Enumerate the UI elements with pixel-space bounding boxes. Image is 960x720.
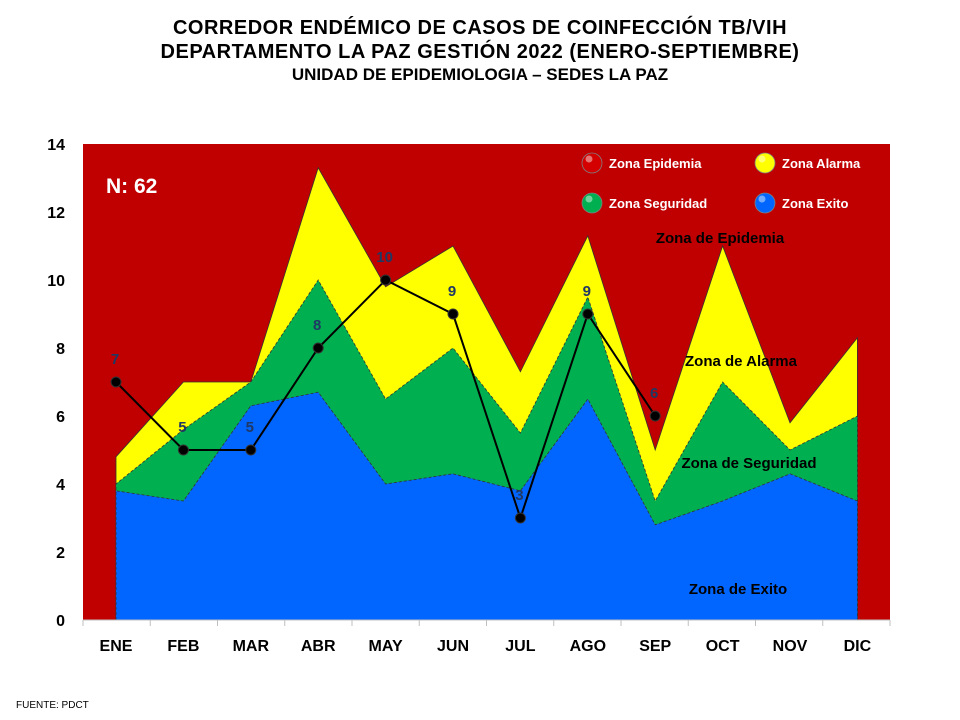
cases-data-point <box>582 308 594 320</box>
x-tick-label: ABR <box>301 638 336 655</box>
legend-marker-highlight <box>585 155 593 163</box>
cases-data-label: 8 <box>313 317 321 334</box>
y-tick-label: 14 <box>47 137 65 154</box>
cases-data-label: 5 <box>246 419 254 436</box>
legend-marker <box>754 152 776 174</box>
zone-label-epidemia: Zona de Epidemia <box>656 230 785 247</box>
legend-marker-highlight <box>758 195 766 203</box>
cases-data-label: 3 <box>515 487 523 504</box>
chart-subtitle: UNIDAD DE EPIDEMIOLOGIA – SEDES LA PAZ <box>291 65 669 84</box>
legend-marker-highlight <box>758 155 766 163</box>
cases-data-label: 6 <box>650 385 658 402</box>
legend-marker <box>754 192 776 214</box>
legend-marker-highlight <box>585 195 593 203</box>
x-tick-label: MAR <box>233 638 270 655</box>
cases-data-point <box>447 308 459 320</box>
zone-label-exito: Zona de Exito <box>689 581 787 598</box>
y-tick-label: 0 <box>56 613 65 630</box>
zone-label-seguridad: Zona de Seguridad <box>681 455 816 472</box>
chart-title-line-1: CORREDOR ENDÉMICO DE CASOS DE COINFECCIÓ… <box>172 17 788 39</box>
cases-data-point <box>245 444 257 456</box>
chart-title-line-2: DEPARTAMENTO LA PAZ GESTIÓN 2022 (ENERO-… <box>160 41 800 63</box>
legend-marker <box>581 192 603 214</box>
cases-data-label: 10 <box>376 249 393 266</box>
cases-data-point <box>649 410 661 422</box>
source-note: FUENTE: PDCT <box>16 700 89 711</box>
cases-data-point <box>514 512 526 524</box>
y-tick-label: 2 <box>56 545 65 562</box>
x-tick-label: JUL <box>505 638 535 655</box>
cases-data-point <box>177 444 189 456</box>
y-tick-label: 4 <box>56 477 65 494</box>
x-tick-label: OCT <box>706 638 740 655</box>
legend-label: Zona Epidemia <box>609 156 702 171</box>
cases-data-label: 7 <box>111 351 119 368</box>
y-tick-label: 8 <box>56 341 65 358</box>
cases-data-label: 9 <box>583 283 591 300</box>
cases-data-point <box>110 376 122 388</box>
chart-title-block: CORREDOR ENDÉMICO DE CASOS DE COINFECCIÓ… <box>0 16 960 86</box>
legend-label: Zona Alarma <box>782 156 861 171</box>
cases-data-label: 5 <box>178 419 186 436</box>
x-tick-label: SEP <box>639 638 671 655</box>
y-tick-label: 10 <box>47 273 65 290</box>
x-tick-label: FEB <box>167 638 199 655</box>
cases-data-point <box>380 274 392 286</box>
x-tick-label: ENE <box>100 638 133 655</box>
y-tick-label: 12 <box>47 205 65 222</box>
y-tick-label: 6 <box>56 409 65 426</box>
zone-exito-area <box>115 391 858 621</box>
cases-data-point <box>312 342 324 354</box>
x-tick-label: NOV <box>773 638 808 655</box>
zone-label-alarma: Zona de Alarma <box>685 353 798 370</box>
x-tick-label: DIC <box>844 638 872 655</box>
x-tick-label: JUN <box>437 638 469 655</box>
legend-label: Zona Seguridad <box>609 196 707 211</box>
legend-label: Zona Exito <box>782 196 849 211</box>
x-tick-label: MAY <box>369 638 403 655</box>
sample-size-annotation: N: 62 <box>106 175 157 198</box>
cases-data-label: 9 <box>448 283 456 300</box>
x-tick-label: AGO <box>570 638 606 655</box>
legend-marker <box>581 152 603 174</box>
